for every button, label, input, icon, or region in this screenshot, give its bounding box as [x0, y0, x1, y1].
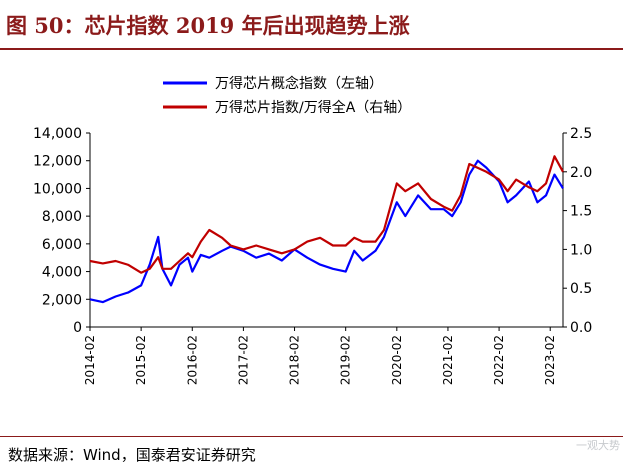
- x-tick-label: 2018-02: [288, 335, 302, 385]
- left-tick-label: 0: [73, 320, 82, 336]
- x-tick-label: 2019-02: [339, 335, 353, 385]
- right-tick-label: 1.5: [570, 204, 592, 220]
- x-tick-label: 2023-02: [543, 335, 557, 385]
- right-tick-label: 2.0: [570, 165, 592, 181]
- chart-axes: 0 2,000 4,000 6,000 8,000 10,000 12,000 14,000 0…: [33, 126, 592, 385]
- x-tick-label: 2017-02: [236, 335, 250, 385]
- right-tick-label: 0.0: [570, 320, 592, 336]
- right-tick-label: 2.5: [570, 126, 592, 142]
- left-tick-label: 2,000: [42, 292, 82, 308]
- title-divider: [0, 48, 623, 50]
- left-tick-label: 4,000: [42, 265, 82, 281]
- x-tick-label: 2021-02: [441, 335, 455, 385]
- legend-label: 万得芯片概念指数（左轴）: [215, 75, 383, 92]
- watermark-text: 一观大势: [576, 439, 620, 452]
- page-title: 图 50：芯片指数 2019 年后出现趋势上涨: [6, 13, 410, 38]
- chart-series: [89, 155, 564, 304]
- left-tick-label: 10,000: [33, 181, 82, 197]
- x-tick-label: 2022-02: [492, 335, 506, 385]
- left-tick-label: 12,000: [33, 154, 82, 170]
- left-tick-label: 6,000: [42, 237, 82, 253]
- watermark: 一观大势: [540, 438, 620, 472]
- x-tick-label: 2014-02: [83, 335, 97, 385]
- chip-index-ratio-line: [89, 155, 564, 274]
- right-tick-label: 0.5: [570, 281, 592, 297]
- legend-label: 万得芯片指数/万得全A（右轴）: [215, 99, 411, 116]
- right-tick-label: 1.0: [570, 242, 592, 258]
- chart-legend: 万得芯片概念指数（左轴） 万得芯片指数/万得全A（右轴）: [163, 75, 411, 116]
- x-tick-label: 2016-02: [185, 335, 199, 385]
- footer-divider: [0, 436, 623, 437]
- chip-concept-index-line: [89, 159, 564, 304]
- x-tick-label: 2020-02: [390, 335, 404, 385]
- left-tick-label: 8,000: [42, 209, 82, 225]
- left-tick-label: 14,000: [33, 126, 82, 142]
- x-tick-label: 2015-02: [134, 335, 148, 385]
- data-source: 数据来源：Wind，国泰君安证券研究: [8, 446, 256, 464]
